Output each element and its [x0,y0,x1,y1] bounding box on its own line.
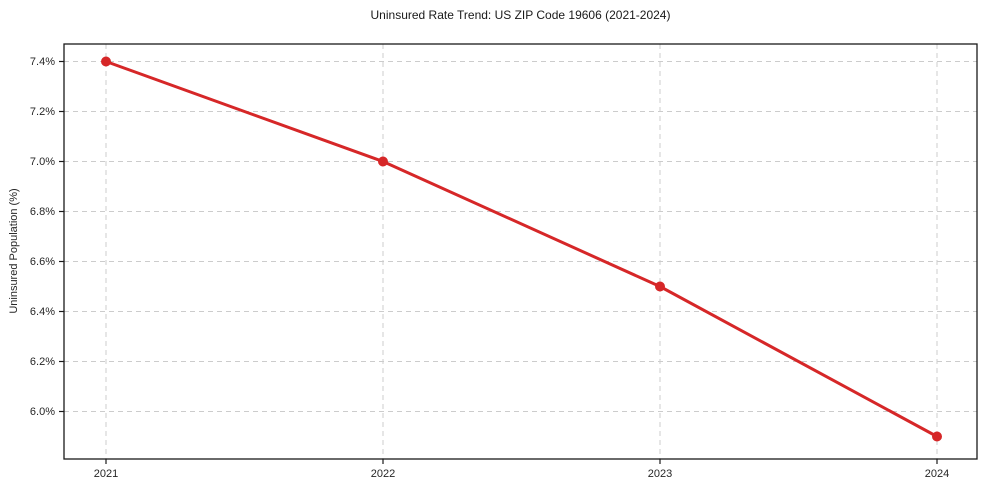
chart-title: Uninsured Rate Trend: US ZIP Code 19606 … [370,8,671,22]
data-point-marker [932,431,942,442]
y-tick-label: 6.8% [30,206,55,218]
trend-line [104,60,939,438]
y-tick-label: 6.2% [30,356,55,368]
y-tick-label: 7.0% [30,156,55,168]
plot-border [63,43,978,460]
y-tick-label: 6.0% [30,406,55,418]
data-point-marker [655,281,665,292]
y-tick-label: 6.4% [30,306,55,318]
data-point-marker [101,56,111,67]
y-tick-label: 7.2% [30,106,55,118]
x-tick-label: 2023 [648,468,672,480]
data-point-marker [378,156,388,167]
x-tick-label: 2024 [925,468,949,480]
x-tick-label: 2021 [94,468,118,480]
x-tick-label: 2022 [371,468,395,480]
y-tick-label: 6.6% [30,256,55,268]
y-tick-label: 7.4% [30,56,55,68]
